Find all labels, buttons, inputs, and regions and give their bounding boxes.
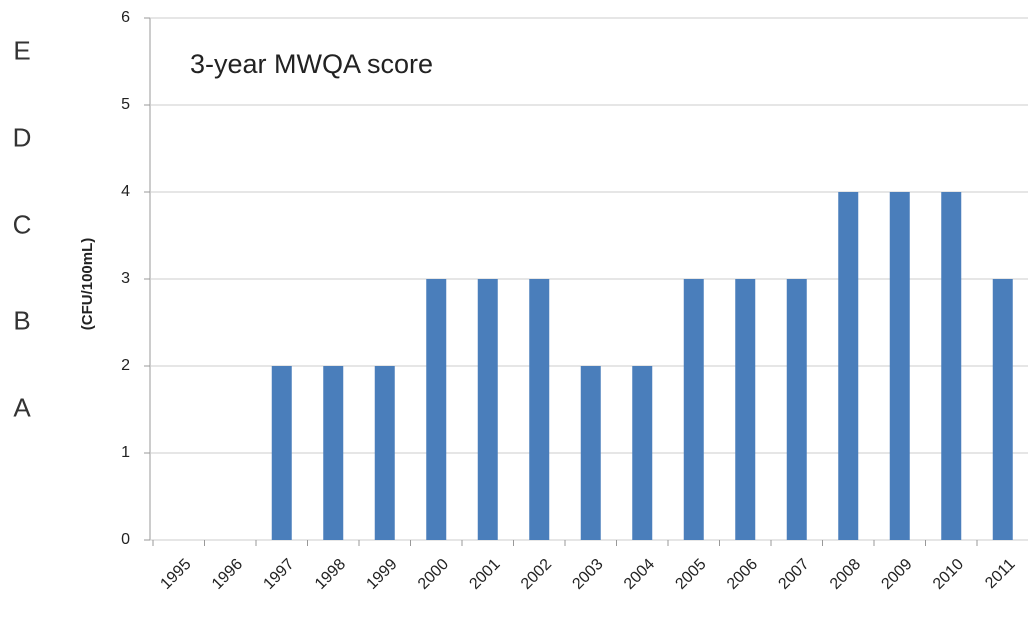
grade-label: A [13,392,31,422]
x-tick-label: 1996 [209,556,246,593]
x-tick-label: 2000 [415,556,452,593]
bar [786,279,807,540]
x-tick-label: 1995 [157,556,194,593]
x-tick-label: 2007 [775,556,812,593]
y-tick-label: 4 [121,183,130,200]
x-tick-label: 2004 [621,556,658,593]
y-tick-label: 0 [121,531,130,548]
x-tick-label: 2006 [724,556,761,593]
x-tick-label: 2008 [827,556,864,593]
bar [735,279,756,540]
x-tick-label: 2005 [672,556,709,593]
y-tick-label: 2 [121,357,130,374]
y-tick-label: 3 [121,270,130,287]
x-tick-label: 2009 [878,556,915,593]
y-tick-label: 1 [121,444,130,461]
x-tick-label: 2002 [518,556,555,593]
bar [374,366,395,540]
bar [477,279,498,540]
x-tick-label: 2003 [569,556,606,593]
y-tick-label: 6 [121,9,130,26]
grade-label: C [13,210,32,240]
x-tick-label: 1997 [260,556,297,593]
y-axis-label: (CFU/100mL) [79,238,96,331]
x-tick-label: 2011 [982,556,1018,592]
annotation: 3-year MWQA score [190,49,433,79]
grade-label: D [13,123,32,153]
x-tick-label: 2010 [930,556,967,593]
bar [941,192,962,540]
grade-label: B [13,305,30,335]
bar [580,366,601,540]
grade-label: E [13,36,30,66]
x-tick-label: 1999 [363,556,400,593]
bar [889,192,910,540]
bar [271,366,292,540]
x-tick-label: 1998 [312,556,349,593]
bar [838,192,859,540]
y-tick-label: 5 [121,96,130,113]
bar [323,366,344,540]
bar [529,279,550,540]
bar [683,279,704,540]
bar [992,279,1013,540]
x-tick-label: 2001 [466,556,503,593]
bar [632,366,653,540]
bar [426,279,447,540]
